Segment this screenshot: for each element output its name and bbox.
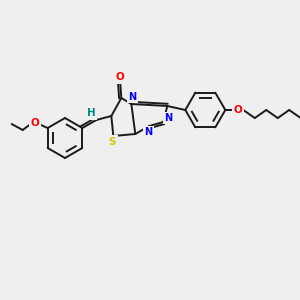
Text: N: N (164, 113, 172, 123)
Text: S: S (109, 137, 116, 147)
Text: N: N (128, 92, 136, 102)
Text: O: O (30, 118, 39, 128)
Text: H: H (87, 108, 96, 118)
Text: N: N (144, 127, 152, 137)
Text: O: O (234, 105, 243, 115)
Text: O: O (116, 72, 125, 82)
